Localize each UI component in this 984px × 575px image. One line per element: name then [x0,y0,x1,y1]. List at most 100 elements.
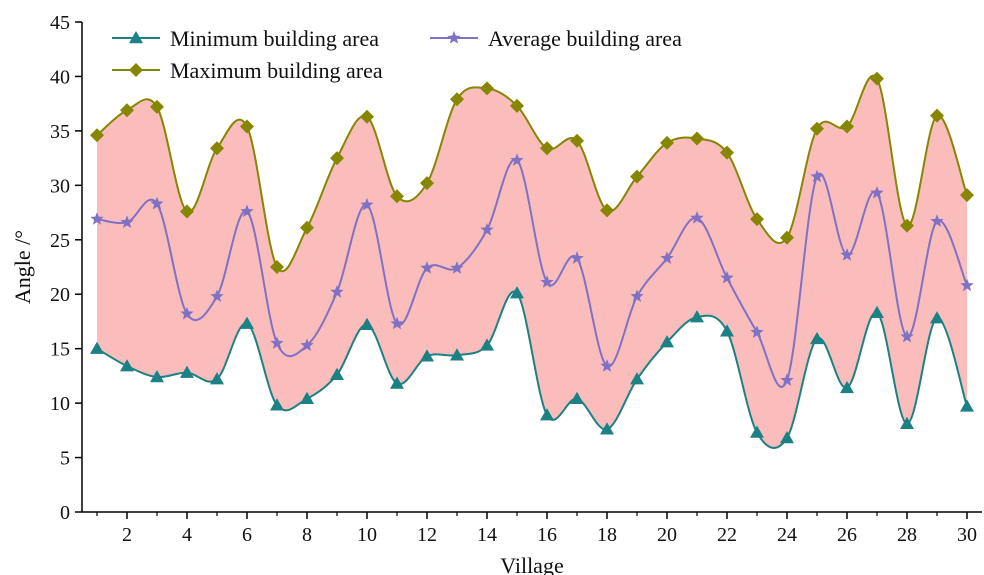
data-point-star [840,248,854,261]
data-point-diamond [630,169,644,184]
data-point-triangle [900,416,914,430]
data-point-diamond [420,176,434,191]
data-point-star [960,278,974,292]
data-point-triangle [270,398,284,411]
data-point-triangle [600,422,614,435]
data-point-diamond [150,99,164,114]
data-point-diamond [540,141,554,156]
data-point-triangle [330,367,344,381]
x-axis-title: Village [500,553,563,575]
legend-label: Average building area [488,26,682,51]
y-tick-label: 35 [50,121,70,143]
data-point-triangle [720,324,734,337]
data-point-star [570,251,584,264]
x-tick-label: 4 [182,524,192,546]
legend-marker-triangle [129,31,143,44]
x-tick-label: 26 [837,524,857,546]
data-point-triangle [540,408,554,421]
data-point-triangle [150,369,164,383]
y-tick-label: 25 [50,230,70,252]
data-point-triangle [90,341,104,354]
data-point-triangle [960,399,974,412]
legend-item: Average building area [430,26,682,51]
legend-label: Maximum building area [170,58,383,83]
data-point-diamond [120,103,134,118]
data-point-star [390,316,404,330]
x-tick-label: 2 [122,524,132,546]
data-point-diamond [960,188,974,203]
data-point-diamond [570,133,584,148]
data-point-diamond [90,128,104,143]
series-1 [90,286,974,449]
data-point-triangle [300,391,314,405]
data-point-star [180,306,194,320]
x-tick-label: 20 [657,524,677,546]
y-tick-label: 40 [50,66,70,88]
data-point-diamond [690,131,704,146]
data-point-diamond [210,141,224,156]
data-point-triangle [660,335,674,348]
series-2 [90,153,974,388]
data-point-diamond [360,109,374,124]
data-point-diamond [240,119,254,134]
x-tick-label: 14 [477,524,497,546]
data-point-star [150,196,164,210]
data-point-diamond [600,203,614,218]
data-point-triangle [690,310,704,323]
data-point-diamond [480,81,494,96]
data-point-diamond [900,218,914,233]
data-point-triangle [930,311,944,324]
data-point-star [600,359,614,372]
x-tick-label: 8 [302,524,312,546]
data-point-diamond [660,135,674,150]
y-tick-label: 15 [50,339,70,361]
data-point-star [630,289,644,303]
x-tick-label: 24 [777,524,797,546]
data-point-triangle [570,391,584,405]
legend-item: Minimum building area [112,26,379,51]
data-point-star [210,289,224,303]
x-tick-label: 12 [417,524,437,546]
data-point-triangle [360,317,374,330]
x-tick-label: 28 [897,524,917,546]
x-tick-label: 22 [717,524,737,546]
data-point-triangle [750,425,764,438]
data-point-diamond [180,204,194,219]
data-point-diamond [750,212,764,227]
data-point-triangle [390,376,404,389]
x-tick-label: 16 [537,524,557,546]
data-point-diamond [810,121,824,136]
x-tick-label: 30 [957,524,977,546]
y-tick-label: 5 [60,448,70,470]
data-point-star [510,153,524,166]
series-layer [90,71,974,449]
data-point-triangle [420,349,434,362]
data-point-star [720,270,734,284]
data-point-triangle [210,372,224,385]
data-point-star [90,212,104,225]
y-tick-label: 0 [60,502,70,524]
data-point-diamond [300,220,314,235]
data-point-star [240,204,254,218]
data-point-star [660,251,674,264]
data-point-diamond [330,151,344,166]
legend-marker-diamond [129,63,143,77]
data-point-triangle [480,338,494,351]
data-point-star [450,261,464,274]
min-max-fill-area [97,75,967,448]
data-point-star [930,214,944,227]
data-point-diamond [720,145,734,160]
y-axis-title: Angle /° [10,230,35,304]
data-point-triangle [810,331,824,345]
data-point-triangle [870,305,884,318]
data-point-star [900,329,914,343]
legend-label: Minimum building area [170,26,379,51]
data-point-star [810,169,824,183]
data-point-diamond [450,92,464,107]
x-tick-label: 6 [242,524,252,546]
data-point-star [870,185,884,199]
x-tick-label: 10 [357,524,377,546]
data-point-diamond [870,71,884,86]
